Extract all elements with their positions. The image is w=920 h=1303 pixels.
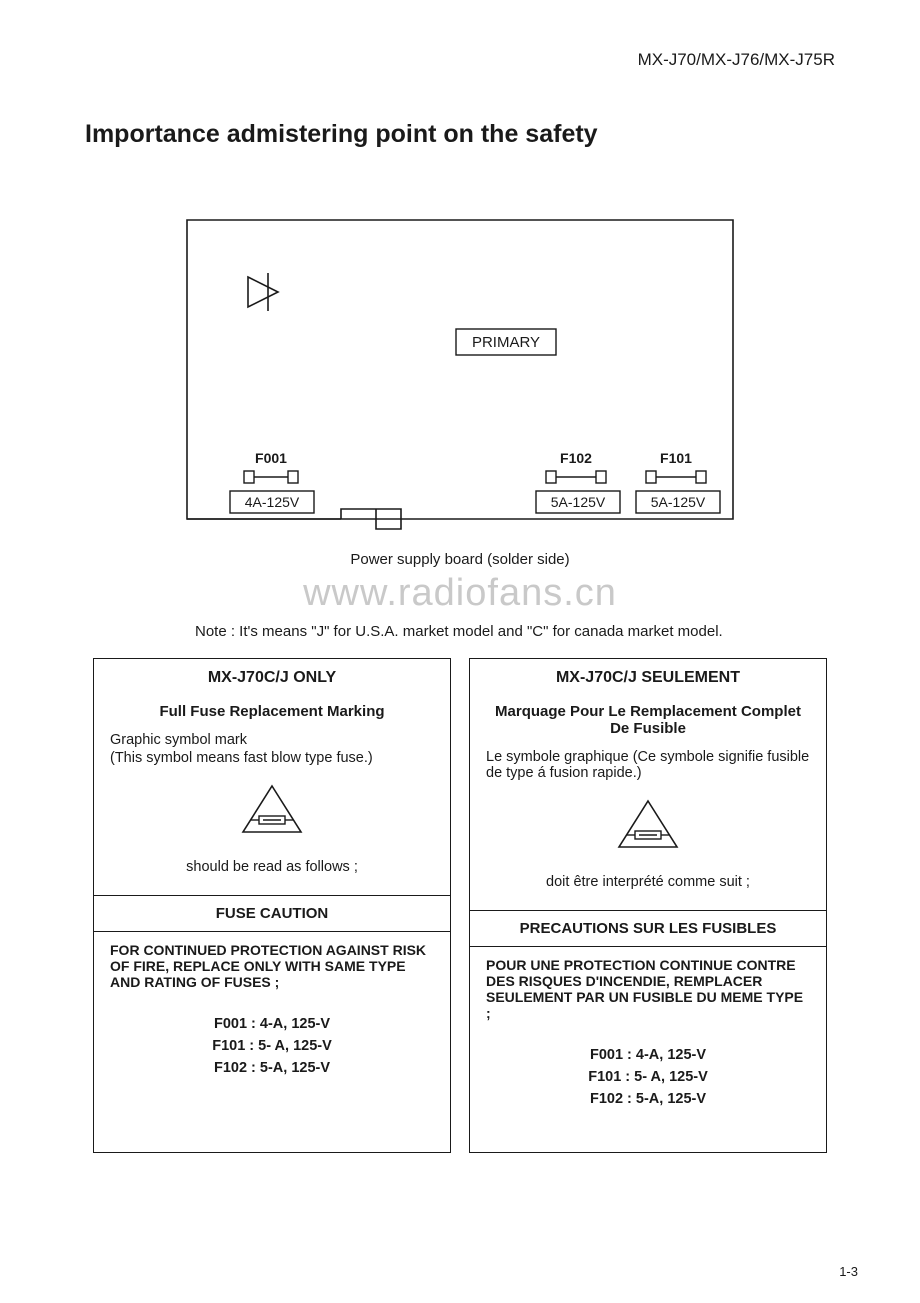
svg-text:F102: F102 xyxy=(560,450,592,466)
note-text: Note : It's means "J" for U.S.A. market … xyxy=(195,623,835,640)
svg-text:F101: F101 xyxy=(660,450,692,466)
right-caution-text: POUR UNE PROTECTION CONTINUE CONTRE DES … xyxy=(486,957,810,1021)
page-number: 1-3 xyxy=(839,1264,858,1279)
board-caption: Power supply board (solder side) xyxy=(85,551,835,568)
svg-text:5A-125V: 5A-125V xyxy=(551,494,606,510)
spec-f101: F101 : 5- A, 125-V xyxy=(486,1067,810,1089)
svg-text:4A-125V: 4A-125V xyxy=(245,494,300,510)
model-header: MX-J70/MX-J76/MX-J75R xyxy=(85,50,835,70)
spec-f102: F102 : 5-A, 125-V xyxy=(110,1058,434,1080)
right-box-subtitle: Marquage Pour Le Remplacement Complet De… xyxy=(486,703,810,737)
left-caution-title: FUSE CAUTION xyxy=(94,895,450,931)
svg-text:5A-125V: 5A-125V xyxy=(651,494,706,510)
fuse-symbol-icon xyxy=(110,782,434,843)
board-diagram: PRIMARY F001 4A-125V F102 5A-125V F101 5… xyxy=(186,219,734,539)
primary-label: PRIMARY xyxy=(472,334,540,351)
right-info-box: MX-J70C/J SEULEMENT Marquage Pour Le Rem… xyxy=(469,658,827,1153)
fuse-symbol-icon xyxy=(486,797,810,858)
left-desc2: (This symbol means fast blow type fuse.) xyxy=(110,750,434,766)
left-info-box: MX-J70C/J ONLY Full Fuse Replacement Mar… xyxy=(93,658,451,1153)
spec-f102: F102 : 5-A, 125-V xyxy=(486,1089,810,1111)
left-fuse-specs: F001 : 4-A, 125-V F101 : 5- A, 125-V F10… xyxy=(110,1014,434,1079)
page-title: Importance admistering point on the safe… xyxy=(85,120,835,149)
right-fuse-specs: F001 : 4-A, 125-V F101 : 5- A, 125-V F10… xyxy=(486,1045,810,1110)
left-read-as: should be read as follows ; xyxy=(110,859,434,875)
left-desc1: Graphic symbol mark xyxy=(110,732,434,748)
left-caution-text: FOR CONTINUED PROTECTION AGAINST RISK OF… xyxy=(110,942,434,990)
right-read-as: doit être interprété comme suit ; xyxy=(486,874,810,890)
right-desc1: Le symbole graphique (Ce symbole signifi… xyxy=(486,749,810,781)
spec-f001: F001 : 4-A, 125-V xyxy=(110,1014,434,1036)
spec-f001: F001 : 4-A, 125-V xyxy=(486,1045,810,1067)
svg-text:F001: F001 xyxy=(255,450,287,466)
spec-f101: F101 : 5- A, 125-V xyxy=(110,1036,434,1058)
right-box-title: MX-J70C/J SEULEMENT xyxy=(486,669,810,687)
right-caution-title: PRECAUTIONS SUR LES FUSIBLES xyxy=(470,910,826,946)
left-box-title: MX-J70C/J ONLY xyxy=(110,669,434,687)
left-box-subtitle: Full Fuse Replacement Marking xyxy=(110,703,434,720)
watermark: www.radiofans.cn xyxy=(85,572,835,615)
